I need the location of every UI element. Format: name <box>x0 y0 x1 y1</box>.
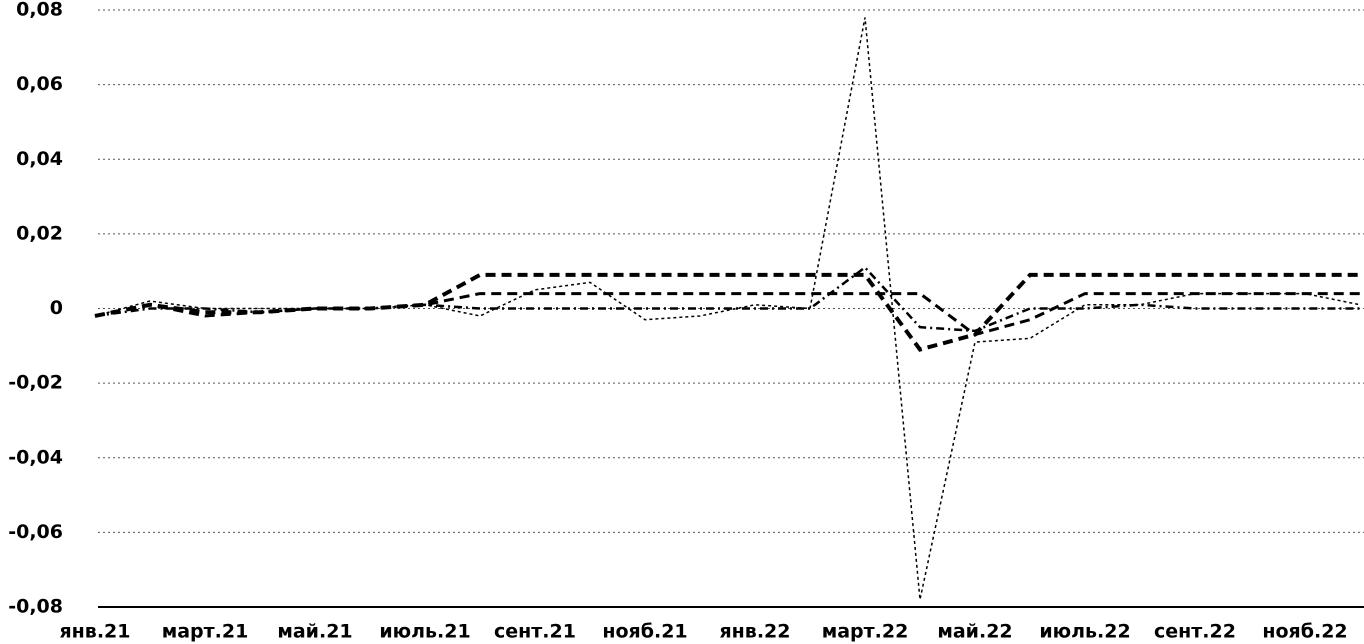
x-tick-label: март.22 <box>822 621 909 643</box>
x-tick-label: сент.22 <box>1154 621 1236 643</box>
x-tick-label: март.21 <box>162 621 249 643</box>
series-line <box>94 292 1360 337</box>
y-tick-label: -0,08 <box>8 596 63 618</box>
x-tick-label: май.21 <box>277 621 352 643</box>
y-tick-label: -0,06 <box>8 521 63 543</box>
x-tick-label: нояб.21 <box>602 621 687 643</box>
y-tick-label: 0,02 <box>16 222 63 244</box>
x-tick-label: сент.21 <box>494 621 576 643</box>
series-line <box>94 265 1360 333</box>
x-tick-label: июль.21 <box>379 621 470 643</box>
y-tick-label: 0,04 <box>16 148 63 170</box>
x-tick-label: май.22 <box>937 621 1012 643</box>
y-tick-label: 0,06 <box>16 73 63 95</box>
x-tick-label: нояб.22 <box>1262 621 1347 643</box>
series-line <box>94 17 1361 600</box>
y-tick-label: 0 <box>50 297 63 319</box>
series-line <box>94 272 1360 352</box>
y-tick-label: -0,04 <box>8 446 63 468</box>
x-tick-label: янв.22 <box>719 621 790 643</box>
y-tick-label: -0,02 <box>8 372 63 394</box>
x-tick-label: янв.21 <box>59 621 130 643</box>
y-tick-label: 0,08 <box>16 0 63 21</box>
x-tick-label: июль.22 <box>1039 621 1130 643</box>
